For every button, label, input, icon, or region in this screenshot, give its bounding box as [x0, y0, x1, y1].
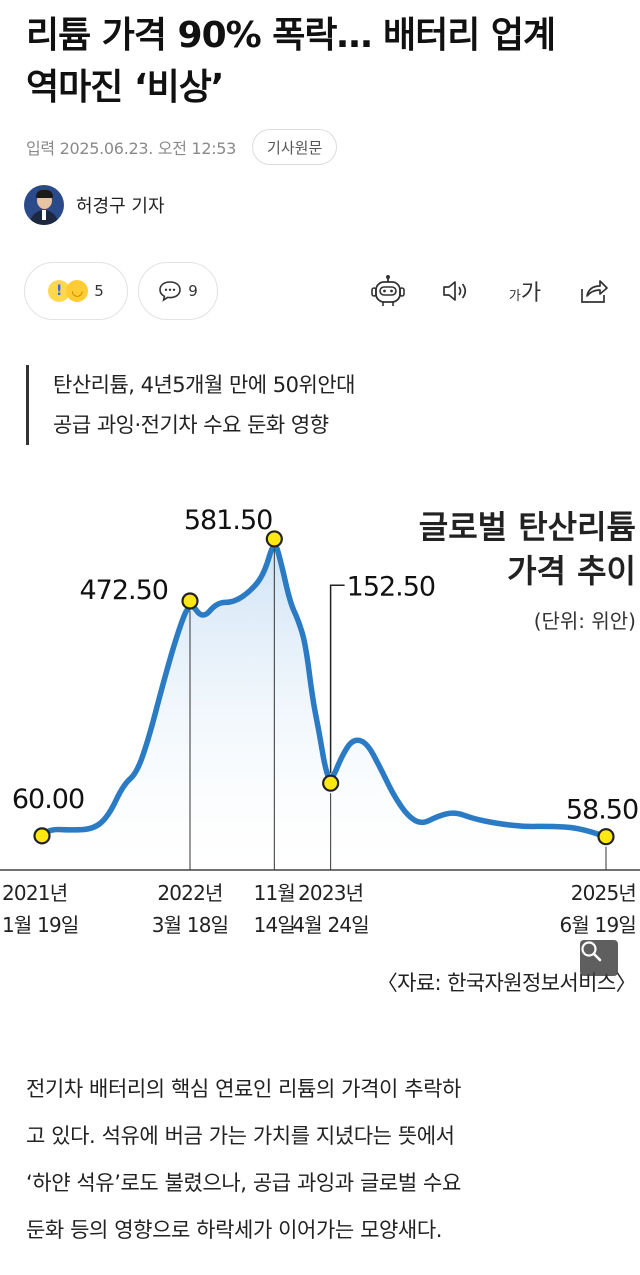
comment-button[interactable]: 9	[138, 262, 218, 320]
font-size-icon: 가가	[508, 281, 542, 306]
x-tick-label: 1월 19일	[2, 913, 79, 937]
reporter-name[interactable]: 허경구 기자	[76, 196, 165, 217]
x-tick-label: 2025년	[571, 881, 636, 905]
comment-count: 9	[188, 282, 198, 300]
reaction-button[interactable]: ! ◡ 5	[24, 262, 128, 320]
body-line-2: 고 있다. 석유에 버금 가는 가치를 지녔다는 뜻에서	[26, 1124, 455, 1148]
data-point-marker	[322, 774, 340, 792]
chart-unit: (단위: 위안)	[534, 609, 636, 633]
article-subhead: 탄산리튬, 4년5개월 만에 50위안대 공급 과잉·전기차 수요 둔화 영향	[26, 365, 355, 445]
reporter-info[interactable]: 허경구 기자	[24, 184, 165, 226]
chart-canvas: 글로벌 탄산리튬 가격 추이 (단위: 위안) 60.00 472.50 581.5…	[0, 505, 640, 995]
price-line	[39, 543, 609, 840]
x-tick-label: 2021년	[2, 881, 67, 905]
x-tick-label: 3월 18일	[152, 913, 229, 937]
reaction-count: 5	[94, 282, 104, 300]
price-area	[42, 545, 606, 870]
headline-line-1: 리튬 가격 90% 폭락… 배터리 업계	[26, 15, 556, 56]
text-to-speech-button[interactable]	[436, 272, 476, 310]
data-point-marker	[33, 827, 51, 845]
subhead-line-1: 탄산리튬, 4년5개월 만에 50위안대	[53, 373, 355, 397]
share-button[interactable]	[574, 272, 614, 310]
summary-bot-icon	[371, 275, 405, 306]
speaker-icon	[443, 281, 467, 301]
body-line-1: 전기차 배터리의 핵심 연료인 리튬의 가격이 추락하	[26, 1077, 461, 1101]
body-line-3: ‘하얀 석유’로도 불렸으나, 공급 과잉과 글로벌 수요	[26, 1171, 461, 1195]
surprised-emoji-icon: !	[48, 280, 71, 302]
summary-bot-button[interactable]	[366, 272, 410, 310]
body-line-4: 둔화 등의 영향으로 하락세가 이어가는 모양새다.	[26, 1218, 443, 1242]
chart-title-line-2: 가격 추이	[507, 552, 636, 590]
share-icon	[581, 280, 608, 303]
data-label: 60.00	[12, 784, 84, 815]
font-size-button[interactable]: 가가	[502, 272, 548, 310]
data-label: 58.50	[566, 795, 638, 826]
x-tick-label: 2023년	[298, 881, 363, 905]
data-label: 581.50	[184, 505, 272, 536]
x-tick-label: 11월	[254, 881, 295, 905]
comment-bubble-icon	[159, 281, 182, 302]
lithium-price-chart[interactable]: 글로벌 탄산리튬 가격 추이 (단위: 위안) 60.00 472.50 581.5…	[0, 490, 640, 1000]
reporter-avatar	[24, 185, 64, 225]
magnifier-icon	[581, 941, 602, 962]
x-tick-label: 2022년	[157, 881, 222, 905]
article-body: 전기차 배터리의 핵심 연료인 리튬의 가격이 추락하 고 있다. 석유에 버금…	[26, 1066, 620, 1254]
data-label: 152.50	[347, 571, 435, 602]
article-headline: 리튬 가격 90% 폭락… 배터리 업계 역마진 ‘비상’	[26, 10, 626, 114]
x-tick-label: 14일	[254, 913, 295, 937]
headline-line-2: 역마진 ‘비상’	[26, 67, 225, 108]
article-meta: 입력 2025.06.23. 오전 12:53 기사원문	[26, 128, 338, 166]
zoom-image-button[interactable]	[580, 940, 618, 976]
data-point-marker	[265, 530, 283, 548]
publish-date: 입력 2025.06.23. 오전 12:53	[26, 139, 237, 158]
x-tick-label: 6월 19일	[559, 913, 636, 937]
data-label: 472.50	[80, 575, 168, 606]
data-point-marker	[597, 828, 615, 846]
chart-title-line-1: 글로벌 탄산리튬	[419, 508, 636, 546]
original-article-button[interactable]: 기사원문	[252, 129, 338, 165]
smile-emoji-icon: ◡	[66, 280, 89, 302]
label-leader-line	[329, 584, 345, 774]
subhead-line-2: 공급 과잉·전기차 수요 둔화 영향	[53, 413, 329, 437]
article-action-bar: ! ◡ 5 9 가가	[24, 262, 616, 322]
x-tick-label: 4월 24일	[292, 913, 369, 937]
data-point-marker	[181, 592, 199, 610]
